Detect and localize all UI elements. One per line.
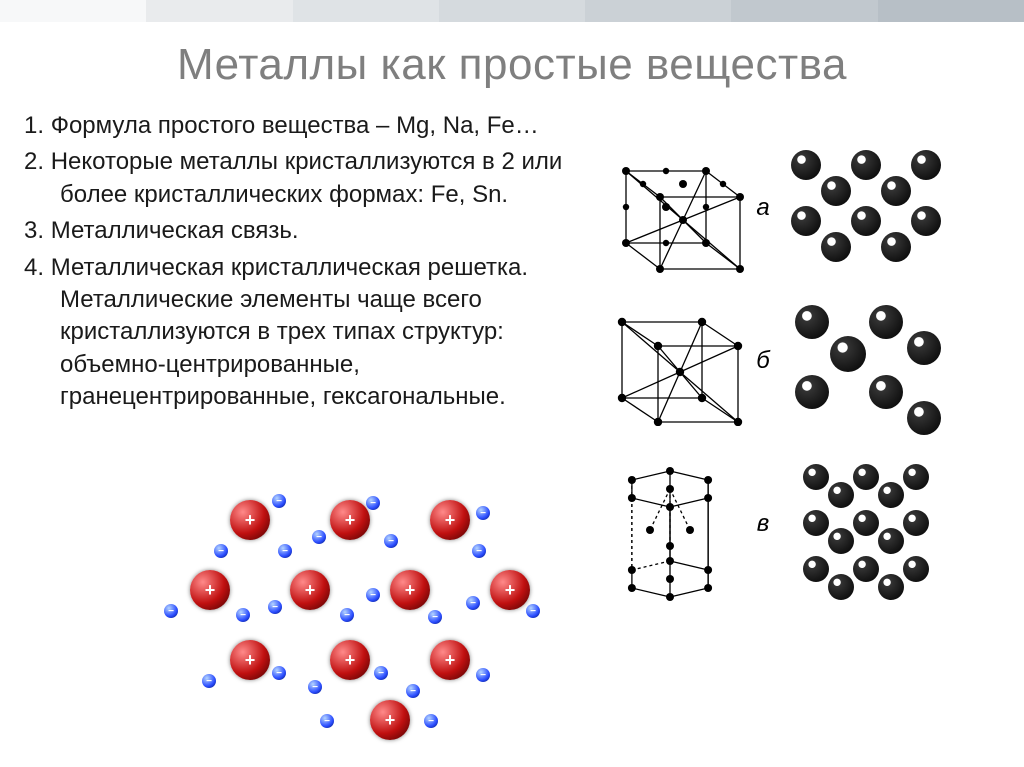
metallic-bond-diagram: +++++++++++−−−−−−−−−−−−−−−−−−−−−−−−: [160, 500, 500, 720]
electron-icon: −: [476, 668, 490, 682]
lattice-row: б: [590, 293, 1000, 428]
electron-icon: −: [308, 680, 322, 694]
lattice-atom-icon: [803, 556, 829, 582]
cation-icon: +: [390, 570, 430, 610]
list-item: Формула простого вещества – Mg, Na, Fe…: [24, 110, 564, 142]
electron-icon: −: [268, 600, 282, 614]
lattice-atom-icon: [803, 464, 829, 490]
lattice-atom-icon: [828, 482, 854, 508]
lattice-atom-icon: [881, 176, 911, 206]
lattice-label: в: [750, 510, 776, 538]
lattice-diagrams: а б в: [590, 140, 1000, 619]
lattice-atom-icon: [869, 375, 903, 409]
lattice-atom-icon: [878, 574, 904, 600]
electron-icon: −: [476, 506, 490, 520]
electron-icon: −: [272, 666, 286, 680]
electron-icon: −: [428, 610, 442, 624]
topbar-segment: [439, 0, 585, 22]
lattice-spacefill-icon: [776, 459, 956, 589]
lattice-label: а: [750, 194, 776, 222]
lattice-atom-icon: [851, 206, 881, 236]
topbar-segment: [585, 0, 731, 22]
cation-icon: +: [430, 500, 470, 540]
lattice-atom-icon: [821, 232, 851, 262]
lattice-atom-icon: [878, 482, 904, 508]
cation-icon: +: [230, 500, 270, 540]
topbar-segment: [878, 0, 1024, 22]
numbered-list: Формула простого вещества – Mg, Na, Fe… Н…: [24, 110, 564, 414]
lattice-atom-icon: [853, 510, 879, 536]
lattice-atom-icon: [853, 464, 879, 490]
electron-icon: −: [312, 530, 326, 544]
lattice-atom-icon: [821, 176, 851, 206]
lattice-atom-icon: [881, 232, 911, 262]
cation-icon: +: [330, 500, 370, 540]
electron-icon: −: [320, 714, 334, 728]
top-accent-bar: [0, 0, 1024, 22]
lattice-atom-icon: [869, 305, 903, 339]
lattice-atom-icon: [803, 510, 829, 536]
lattice-atom-icon: [795, 375, 829, 409]
electron-icon: −: [278, 544, 292, 558]
lattice-atom-icon: [830, 336, 866, 372]
page-title: Металлы как простые вещества: [0, 40, 1024, 90]
lattice-atom-icon: [791, 150, 821, 180]
lattice-atom-icon: [853, 556, 879, 582]
electron-icon: −: [272, 494, 286, 508]
topbar-segment: [293, 0, 439, 22]
lattice-row: а: [590, 140, 1000, 275]
lattice-atom-icon: [878, 528, 904, 554]
electron-icon: −: [366, 588, 380, 602]
topbar-segment: [731, 0, 877, 22]
lattice-atom-icon: [907, 401, 941, 435]
cation-icon: +: [430, 640, 470, 680]
lattice-atom-icon: [911, 206, 941, 236]
lattice-atom-icon: [828, 528, 854, 554]
lattice-atom-icon: [907, 331, 941, 365]
lattice-spacefill-icon: [776, 296, 956, 426]
cation-icon: +: [370, 700, 410, 740]
list-item: Металлическая кристаллическая решетка. М…: [24, 252, 564, 414]
electron-icon: −: [384, 534, 398, 548]
lattice-spacefill-icon: [776, 143, 956, 273]
lattice-atom-icon: [911, 150, 941, 180]
electron-icon: −: [202, 674, 216, 688]
electron-icon: −: [366, 496, 380, 510]
electron-icon: −: [526, 604, 540, 618]
electron-icon: −: [424, 714, 438, 728]
cation-icon: +: [290, 570, 330, 610]
electron-icon: −: [466, 596, 480, 610]
lattice-atom-icon: [828, 574, 854, 600]
electron-icon: −: [340, 608, 354, 622]
cation-icon: +: [190, 570, 230, 610]
list-item: Металлическая связь.: [24, 215, 564, 247]
lattice-atom-icon: [795, 305, 829, 339]
electron-icon: −: [164, 604, 178, 618]
lattice-atom-icon: [903, 510, 929, 536]
lattice-label: б: [750, 347, 776, 375]
electron-icon: −: [374, 666, 388, 680]
body-content: Формула простого вещества – Mg, Na, Fe… Н…: [24, 110, 564, 418]
electron-icon: −: [472, 544, 486, 558]
topbar-segment: [146, 0, 292, 22]
lattice-atom-icon: [791, 206, 821, 236]
lattice-wireframe-icon: [590, 459, 750, 589]
lattice-atom-icon: [851, 150, 881, 180]
lattice-atom-icon: [903, 464, 929, 490]
topbar-segment: [0, 0, 146, 22]
electron-icon: −: [236, 608, 250, 622]
lattice-atom-icon: [903, 556, 929, 582]
lattice-row: в: [590, 446, 1000, 601]
list-item: Некоторые металлы кристаллизуются в 2 ил…: [24, 146, 564, 211]
electron-icon: −: [406, 684, 420, 698]
cation-icon: +: [230, 640, 270, 680]
lattice-wireframe-icon: [590, 296, 750, 426]
electron-icon: −: [214, 544, 228, 558]
cation-icon: +: [490, 570, 530, 610]
cation-icon: +: [330, 640, 370, 680]
lattice-wireframe-icon: [590, 143, 750, 273]
